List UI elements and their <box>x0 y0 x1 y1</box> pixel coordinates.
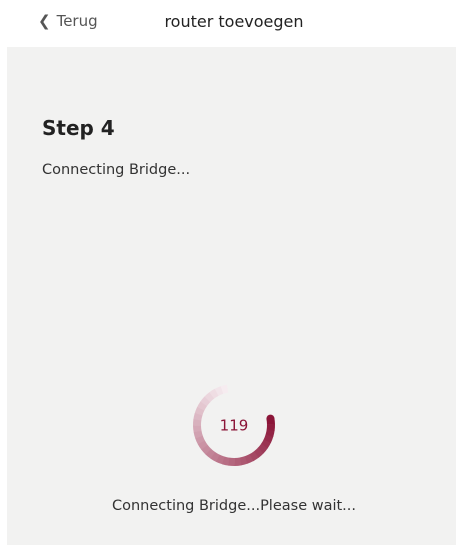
spinner-arc <box>193 384 275 466</box>
arc-segment <box>249 451 259 462</box>
back-label: Terug <box>56 12 98 30</box>
arc-segment <box>201 444 212 455</box>
arc-segment <box>220 384 229 394</box>
countdown: 119 <box>220 417 249 435</box>
arc-segment <box>194 407 205 416</box>
arc-segment <box>197 401 208 411</box>
arc-segment <box>216 454 225 465</box>
step-title: Step 4 <box>42 116 115 140</box>
arc-segment <box>197 440 208 450</box>
status-text: Connecting Bridge...Please wait... <box>111 498 357 514</box>
back-button[interactable]: ❮ Terug <box>38 12 98 30</box>
arc-segment <box>244 453 254 464</box>
arc-segment <box>222 456 230 466</box>
arc-segment <box>260 439 271 449</box>
arc-segment <box>263 434 274 443</box>
arc-segment <box>204 392 215 403</box>
arc-segment <box>193 413 203 421</box>
arc-segment <box>265 429 275 437</box>
header-title: router toevoegen <box>164 12 304 31</box>
arc-segment <box>214 386 224 397</box>
arc-segment <box>234 457 242 466</box>
arc-segment <box>210 451 220 462</box>
arc-segment <box>193 425 202 433</box>
arc-segment <box>209 388 219 399</box>
arc-segment <box>257 443 268 454</box>
step-subtitle: Connecting Bridge... <box>42 162 191 178</box>
arc-segment <box>205 448 216 459</box>
progress-spinner: 119 <box>193 384 275 466</box>
arc-segment <box>200 396 211 407</box>
arc-segment <box>195 435 206 445</box>
arc-segment <box>193 430 203 439</box>
arc-segment <box>239 456 248 466</box>
arc-cap <box>266 414 275 423</box>
arc-segment <box>253 447 264 458</box>
